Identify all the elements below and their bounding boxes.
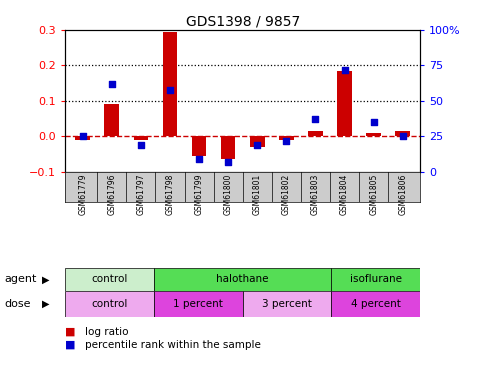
Point — [370, 119, 378, 125]
Bar — [308, 131, 323, 136]
Text: GSM61805: GSM61805 — [369, 173, 378, 214]
Bar — [134, 136, 148, 140]
Point — [224, 159, 232, 165]
Text: GSM61800: GSM61800 — [224, 173, 233, 214]
Title: GDS1398 / 9857: GDS1398 / 9857 — [185, 15, 300, 29]
Bar — [154, 291, 243, 317]
Text: GSM61798: GSM61798 — [166, 173, 174, 214]
Bar — [104, 104, 119, 136]
Text: GSM61779: GSM61779 — [78, 173, 87, 215]
Text: control: control — [91, 299, 128, 309]
Text: GSM61801: GSM61801 — [253, 173, 262, 214]
Text: 3 percent: 3 percent — [262, 299, 312, 309]
Text: 1 percent: 1 percent — [173, 299, 223, 309]
Point — [137, 142, 145, 148]
Bar — [279, 136, 294, 140]
Text: ■: ■ — [65, 327, 76, 337]
Text: GSM61802: GSM61802 — [282, 173, 291, 214]
Text: GSM61803: GSM61803 — [311, 173, 320, 214]
Text: GSM61806: GSM61806 — [398, 173, 407, 214]
Text: ▶: ▶ — [42, 274, 50, 284]
Bar — [192, 136, 206, 156]
Bar — [331, 268, 420, 291]
Text: control: control — [91, 274, 128, 284]
Text: GSM61799: GSM61799 — [195, 173, 203, 215]
Point — [108, 81, 115, 87]
Bar — [154, 268, 331, 291]
Point — [195, 156, 203, 162]
Bar — [242, 291, 331, 317]
Text: isoflurane: isoflurane — [350, 274, 402, 284]
Point — [399, 134, 407, 140]
Text: GSM61804: GSM61804 — [340, 173, 349, 214]
Point — [79, 134, 86, 140]
Text: halothane: halothane — [216, 274, 269, 284]
Bar — [75, 136, 90, 140]
Bar — [337, 71, 352, 136]
Bar — [367, 133, 381, 136]
Text: percentile rank within the sample: percentile rank within the sample — [85, 340, 260, 350]
Text: ■: ■ — [65, 340, 76, 350]
Text: GSM61797: GSM61797 — [136, 173, 145, 215]
Bar — [331, 291, 420, 317]
Text: dose: dose — [5, 299, 31, 309]
Point — [341, 67, 348, 73]
Point — [283, 138, 290, 144]
Text: log ratio: log ratio — [85, 327, 128, 337]
Text: 4 percent: 4 percent — [351, 299, 401, 309]
Bar — [396, 131, 410, 136]
Bar — [250, 136, 265, 147]
Text: GSM61796: GSM61796 — [107, 173, 116, 215]
Point — [312, 116, 319, 122]
Text: ▶: ▶ — [42, 299, 50, 309]
Text: agent: agent — [5, 274, 37, 284]
Bar — [65, 291, 154, 317]
Point — [254, 142, 261, 148]
Bar — [221, 136, 235, 159]
Point — [166, 87, 174, 93]
Bar — [163, 32, 177, 136]
Bar — [65, 268, 154, 291]
